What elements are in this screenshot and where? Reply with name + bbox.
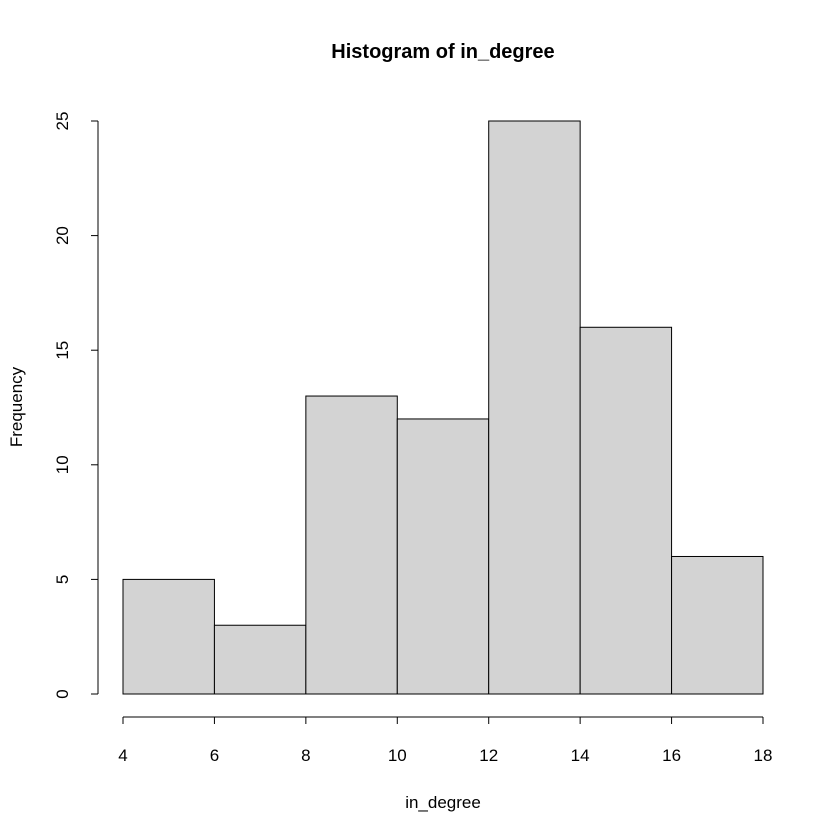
y-tick-label-0: 0 (53, 689, 72, 698)
x-tick-label-1: 6 (210, 746, 219, 765)
histogram-bar-2 (305, 395, 398, 695)
x-tick-label-6: 16 (662, 746, 681, 765)
y-tick-label-3: 15 (53, 341, 72, 360)
x-axis-label: in_degree (405, 793, 481, 812)
histogram-bar-1 (213, 624, 307, 695)
y-tick-label-1: 5 (53, 575, 72, 584)
histogram-bar-5 (579, 326, 673, 695)
y-axis: 0 5 10 15 20 25 (53, 112, 99, 699)
x-tick-label-3: 10 (388, 746, 407, 765)
x-tick-label-2: 8 (301, 746, 310, 765)
histogram-bar-6 (671, 555, 764, 695)
y-tick-label-2: 10 (53, 455, 72, 474)
histogram-bar-4 (488, 120, 581, 695)
x-axis: 4 6 8 10 12 14 16 18 (118, 716, 773, 765)
y-tick-label-4: 20 (53, 226, 72, 245)
chart-title: Histogram of in_degree (331, 41, 554, 63)
y-tick-label-5: 25 (53, 112, 72, 131)
histogram-bar-3 (396, 418, 490, 695)
x-tick-label-4: 12 (479, 746, 498, 765)
y-axis-label: Frequency (7, 366, 26, 447)
x-tick-label-7: 18 (754, 746, 773, 765)
histogram-bar-0 (122, 578, 215, 695)
x-tick-label-5: 14 (571, 746, 590, 765)
bars-group (122, 120, 764, 695)
x-tick-label-0: 4 (118, 746, 127, 765)
